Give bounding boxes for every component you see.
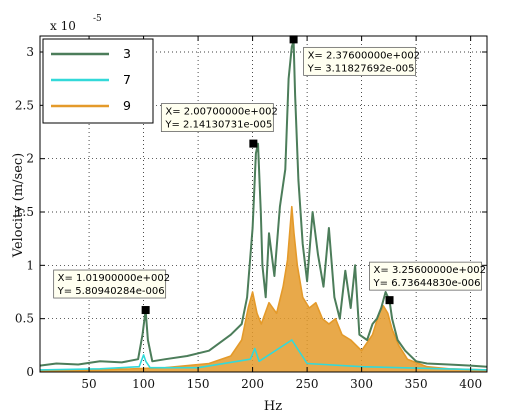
y-tick-label: 3 bbox=[26, 45, 34, 59]
y-tick-label: 0 bbox=[26, 365, 34, 379]
datatip-markers bbox=[141, 35, 394, 315]
y-multiplier-label: x 10 bbox=[50, 19, 76, 33]
x-axis-label: Hz bbox=[264, 399, 282, 410]
y-tick-label: 1 bbox=[26, 258, 34, 272]
series-7-line bbox=[39, 339, 488, 371]
x-tick-label: 250 bbox=[296, 377, 319, 391]
series-9-line bbox=[39, 205, 488, 372]
y-multiplier-exponent: -5 bbox=[93, 14, 102, 24]
datatip-marker bbox=[385, 296, 394, 305]
datatip: X= 2.37600000e+002 Y= 3.11827692e-005 bbox=[303, 46, 420, 76]
x-tick-label: 200 bbox=[241, 377, 264, 391]
datatip-x-value: X= 2.37600000e+002 bbox=[308, 50, 420, 61]
x-tick-label: 350 bbox=[405, 377, 428, 391]
series-9-area bbox=[40, 206, 487, 372]
datatips: X= 1.01900000e+002 Y= 5.80940284e-006 X= 2… bbox=[53, 46, 486, 299]
y-axis-label: Velocity (m/sec) bbox=[11, 153, 26, 259]
datatip-x-value: X= 1.01900000e+002 bbox=[58, 273, 170, 284]
datatip-y-value: Y= 3.11827692e-005 bbox=[307, 63, 415, 74]
datatip-marker bbox=[289, 35, 298, 44]
datatip-y-value: Y= 5.80940284e-006 bbox=[57, 286, 165, 297]
x-tick-label: 50 bbox=[81, 377, 96, 391]
datatip-y-value: Y= 2.14130731e-005 bbox=[164, 120, 272, 131]
datatip: X= 3.25600000e+002 Y= 6.73644830e-006 bbox=[369, 261, 486, 291]
datatip-x-value: X= 3.25600000e+002 bbox=[374, 265, 486, 276]
x-tick-label: 300 bbox=[350, 377, 373, 391]
y-tick-label: 2.5 bbox=[15, 98, 34, 112]
datatip-marker bbox=[141, 306, 150, 315]
legend-label-3: 3 bbox=[123, 46, 131, 61]
datatip-box bbox=[369, 261, 482, 291]
x-tick-label: 400 bbox=[459, 377, 482, 391]
legend-label-7: 7 bbox=[123, 72, 131, 87]
y-tick-label: 0.5 bbox=[15, 312, 34, 326]
datatip-y-value: Y= 6.73644830e-006 bbox=[373, 278, 481, 289]
legend[interactable]: 3 7 9 bbox=[42, 38, 154, 124]
legend-label-9: 9 bbox=[123, 98, 131, 113]
axes-box bbox=[39, 35, 488, 373]
y-tick-label: 2 bbox=[26, 152, 34, 166]
datatip: X= 1.01900000e+002 Y= 5.80940284e-006 bbox=[53, 269, 170, 299]
datatip-x-value: X= 2.00700000e+002 bbox=[165, 107, 277, 118]
x-tick-label: 100 bbox=[132, 377, 155, 391]
datatip-marker bbox=[249, 139, 258, 148]
datatip-box bbox=[303, 46, 416, 76]
datatip: X= 2.00700000e+002 Y= 2.14130731e-005 bbox=[160, 103, 278, 132]
datatip-box bbox=[160, 103, 274, 132]
x-tick-label: 150 bbox=[187, 377, 210, 391]
datatip-box bbox=[53, 269, 167, 299]
y-tick-label: 1.5 bbox=[15, 205, 34, 219]
